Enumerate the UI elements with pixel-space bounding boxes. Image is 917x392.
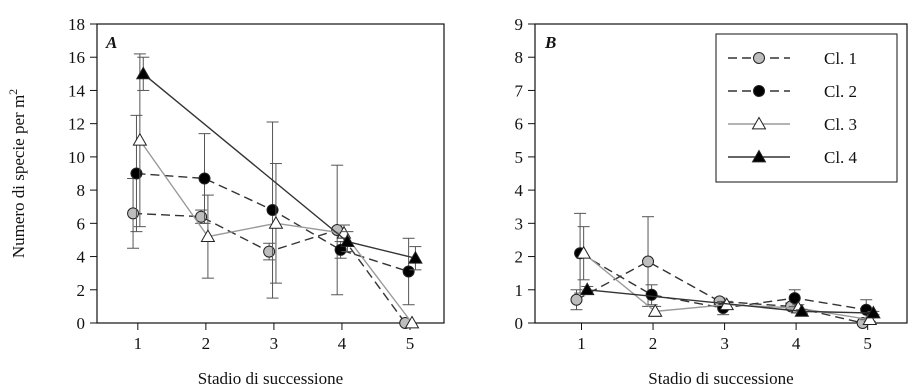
panel-a-series-2-point [402, 265, 415, 278]
panel-a-series-1-point [195, 210, 208, 223]
panel-a-y-tick-label: 16 [68, 48, 85, 67]
legend-marker [751, 116, 767, 130]
legend-label: Cl. 3 [824, 115, 857, 134]
legend-marker [753, 52, 765, 64]
panel-b-x-tick-label: 3 [720, 334, 729, 353]
legend-entry-2: Cl. 2 [728, 82, 857, 101]
panel-b-y-tick-label: 3 [515, 214, 524, 233]
panel-a-y-tick-label: 0 [77, 314, 86, 333]
panel-b-x-tick-label: 4 [792, 334, 801, 353]
panel-a-y-axis-label: Numero di specie per m2 [6, 89, 28, 258]
legend-marker [753, 85, 765, 97]
panel-b-series-4-point [579, 282, 595, 296]
panel-a-x-tick-label: 5 [406, 334, 415, 353]
panel-a-y-tick-label: 6 [77, 214, 86, 233]
panel-b-y-tick-label: 1 [515, 281, 524, 300]
panel-a-series-3-point [268, 215, 284, 229]
panel-b-frame [534, 23, 908, 324]
panel-b-panel-letter: B [544, 33, 556, 52]
legend-entry-3: Cl. 3 [728, 115, 857, 134]
panel-a-series-4-point [135, 66, 151, 80]
panel-b-series-3-point [576, 245, 592, 259]
panel-b-series-3 [576, 226, 878, 326]
panel-a-series-1-point [127, 207, 140, 220]
panel-b-series-3-point [862, 312, 878, 326]
legend-marker [751, 149, 767, 163]
legend-box [715, 33, 898, 183]
panel-a-y-tick-label: 4 [77, 248, 86, 267]
panel-b-series-4 [579, 282, 881, 319]
panel-a-series-4 [135, 56, 423, 271]
panel-a-y-tick-label: 14 [68, 81, 86, 100]
panel-a-y-tick-label: 12 [68, 115, 85, 134]
panel-b-series-2-point [645, 288, 658, 301]
panel-b-x-tick-label: 2 [649, 334, 658, 353]
panel-a-series-2-point [198, 172, 211, 185]
y-axis-label-main: Numero di specie per m [9, 95, 28, 258]
panel-a-series-2 [130, 114, 415, 306]
panel-b-x-tick-label: 1 [577, 334, 586, 353]
panel-b-y-tick-label: 4 [515, 181, 524, 200]
panel-a-panel-letter: A [105, 33, 117, 52]
panel-a-x-axis-label: Stadio di successione [198, 369, 343, 387]
panel-a-series-2-point [334, 243, 347, 256]
panel-a-y-tick-label: 10 [68, 148, 85, 167]
panel-a-series-1 [127, 164, 412, 329]
panel-a-x-tick-label: 2 [202, 334, 211, 353]
panel-a-y-tick-label: 8 [77, 181, 86, 200]
panel-b-y-tick-label: 5 [515, 148, 524, 167]
panel-a-series-1-point [263, 245, 276, 258]
panel-a-x-tick-label: 3 [270, 334, 279, 353]
panel-a-y-tick-label: 2 [77, 281, 86, 300]
panel-b-series-2-point [788, 292, 801, 305]
panel-a-series-4-line [142, 73, 416, 259]
panel-b-series-3-point [647, 303, 663, 317]
legend-label: Cl. 1 [824, 49, 857, 68]
panel-b-y-tick-label: 2 [515, 248, 524, 267]
panel-a-x-tick-label: 1 [134, 334, 143, 353]
panel-a-series-4-point [408, 250, 423, 264]
panel-a-series-2-point [266, 204, 279, 217]
panel-b-y-tick-label: 9 [515, 15, 524, 34]
panel-b-y-tick-label: 7 [515, 81, 524, 100]
panel-a-x-tick-label: 4 [338, 334, 347, 353]
panel-a-y-tick-label: 18 [68, 15, 85, 34]
panel-b-y-tick-label: 8 [515, 48, 524, 67]
legend-entry-4: Cl. 4 [728, 148, 858, 167]
panel-a-frame [96, 23, 445, 324]
legend-label: Cl. 4 [824, 148, 858, 167]
panel-a-series-3-point [404, 315, 420, 329]
panel-b-series-1-line [576, 260, 863, 324]
panel-b-series-4-point [794, 303, 810, 317]
panel-a-series-1-line [133, 212, 406, 324]
panel-a-series-3-point [132, 132, 148, 146]
y-axis-label-superscript: 2 [6, 89, 20, 95]
panel-a-series-3-point [200, 229, 216, 242]
panel-b-series-4-point [866, 305, 881, 319]
panel-b-series-1-point [570, 293, 583, 306]
panel-b-y-tick-label: 6 [515, 115, 524, 134]
panel-a-series-3 [132, 53, 420, 329]
panel-b-series-1-point [642, 255, 655, 268]
panel-b-x-axis-label: Stadio di successione [648, 369, 793, 387]
legend-label: Cl. 2 [824, 82, 857, 101]
panel-b-x-tick-label: 5 [863, 334, 872, 353]
panel-b-y-tick-label: 0 [515, 314, 524, 333]
legend-entry-1: Cl. 1 [728, 49, 857, 68]
panel-a-series-4-point [340, 234, 355, 247]
panel-a-series-2-point [130, 167, 143, 180]
